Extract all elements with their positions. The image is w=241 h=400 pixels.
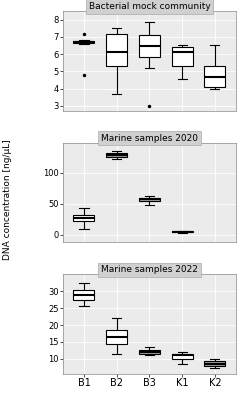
Bar [204,66,225,87]
Bar [106,34,127,66]
Bar [172,231,193,232]
Bar [74,290,94,300]
Bar [74,215,94,221]
Bar [172,47,193,66]
Text: DNA concentration [ng/μL]: DNA concentration [ng/μL] [3,140,12,260]
Bar [139,35,160,57]
Bar [106,330,127,344]
Bar [106,153,127,157]
Title: Marine samples 2022: Marine samples 2022 [101,265,198,274]
Bar [139,198,160,201]
Bar [74,41,94,43]
Title: Marine samples 2020: Marine samples 2020 [101,134,198,143]
Bar [139,350,160,354]
Title: Bacterial mock community: Bacterial mock community [88,2,210,11]
Bar [204,362,225,366]
Bar [172,354,193,359]
